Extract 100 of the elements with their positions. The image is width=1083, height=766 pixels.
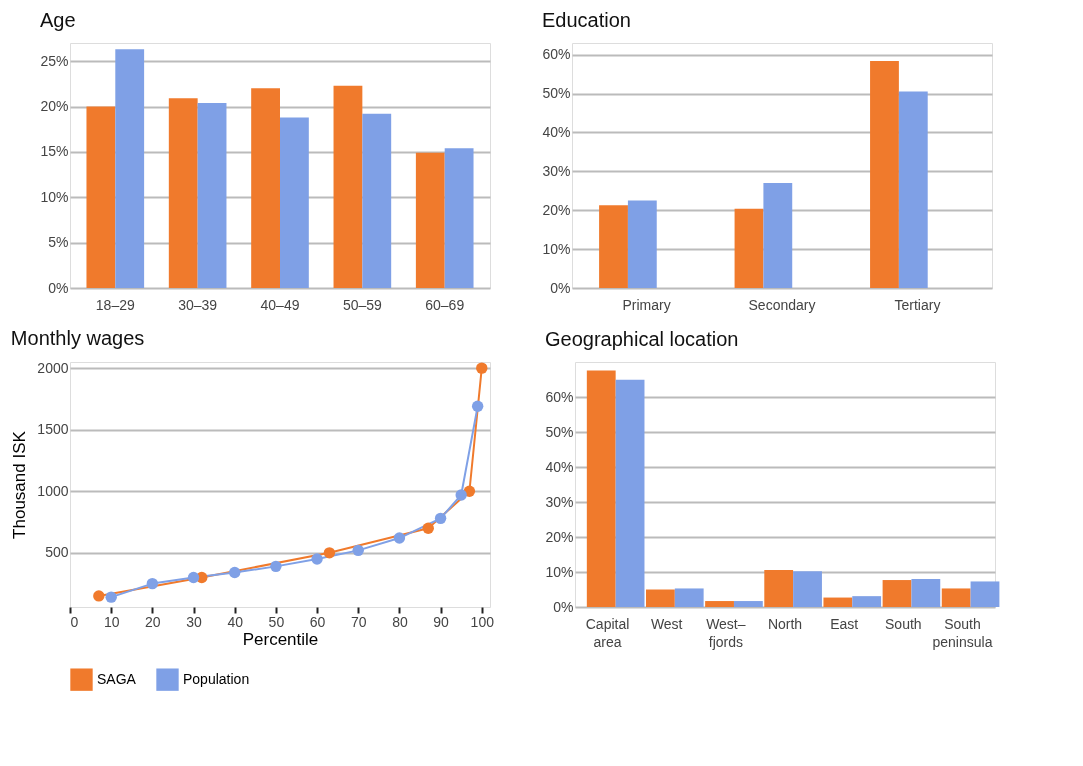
bar — [733, 601, 763, 607]
bar — [882, 580, 912, 607]
bar — [674, 588, 704, 607]
x-tick-label: 50 — [268, 613, 285, 630]
chart-title: Geographical location — [544, 328, 739, 350]
y-tick-label: 30% — [542, 162, 571, 179]
y-tick-label: 40% — [545, 458, 574, 475]
legend-label: SAGA — [97, 670, 137, 687]
y-tick-label: 10% — [545, 563, 574, 580]
y-tick-label: 50% — [545, 423, 574, 440]
bar — [764, 569, 794, 607]
x-tick-label: 60 — [309, 613, 326, 630]
x-tick-label: 20 — [145, 613, 161, 630]
y-tick-label: 0% — [553, 598, 574, 615]
x-tick-label: Tertiary — [894, 296, 941, 313]
bar — [599, 205, 628, 288]
point — [393, 532, 406, 544]
bar — [734, 208, 764, 288]
x-tick-label: 30 — [186, 613, 203, 630]
bar — [86, 106, 116, 288]
y-tick-label: 10% — [40, 188, 69, 205]
bar — [415, 152, 445, 288]
point — [471, 400, 484, 413]
x-tick-label: 70 — [350, 613, 367, 630]
bar — [870, 60, 899, 288]
point — [422, 522, 434, 534]
point — [476, 362, 488, 374]
bar — [911, 579, 941, 607]
bar — [793, 571, 822, 607]
point — [323, 547, 336, 559]
point — [93, 590, 105, 602]
point — [146, 577, 159, 590]
chart-title: Education — [541, 9, 631, 31]
y-tick-label: 50% — [542, 85, 571, 102]
y-tick-label: 20% — [545, 528, 574, 545]
bar — [898, 91, 928, 288]
legend-label: Population — [183, 670, 250, 687]
y-tick-label: 10% — [542, 240, 571, 257]
y-tick-label: 20% — [40, 98, 69, 115]
x-tick-label: Primary — [622, 296, 671, 313]
x-tick-label: South peninsula — [932, 615, 993, 650]
x-tick-label: 90 — [433, 613, 450, 630]
x-tick-label: North — [767, 615, 803, 632]
x-tick-label: East — [830, 615, 859, 632]
bar — [615, 379, 645, 607]
x-tick-label: West–fjords — [706, 615, 746, 650]
x-tick-label: South — [885, 615, 922, 632]
x-tick-label: 50–59 — [342, 296, 383, 313]
y-tick-label: 15% — [40, 143, 69, 160]
y-tick-label: 500 — [45, 544, 69, 561]
point — [352, 544, 364, 557]
y-tick-label: 30% — [545, 493, 574, 510]
y-tick-label: 60% — [542, 46, 571, 63]
point — [270, 560, 282, 573]
bar — [280, 117, 309, 288]
bar — [586, 370, 616, 607]
point — [229, 566, 241, 579]
point — [105, 591, 117, 603]
x-axis-title: Percentile — [242, 629, 319, 649]
x-tick-label: 60–69 — [425, 296, 465, 313]
y-axis-title: Thousand ISK — [10, 430, 30, 539]
bar — [197, 102, 227, 288]
y-tick-label: 60% — [545, 388, 574, 405]
bar — [852, 596, 882, 607]
bar — [333, 85, 363, 288]
y-tick-label: 1500 — [37, 421, 69, 438]
bar — [168, 98, 198, 288]
x-tick-label: 0 — [70, 613, 79, 630]
y-tick-label: 20% — [542, 201, 571, 218]
point — [455, 489, 467, 501]
chart-title: Age — [39, 9, 76, 31]
bar — [645, 589, 675, 607]
x-tick-label: 80 — [392, 613, 408, 630]
y-tick-label: 5% — [48, 234, 69, 251]
x-tick-label: 40 — [227, 613, 244, 630]
point — [187, 571, 200, 584]
x-tick-label: Secondary — [748, 296, 816, 313]
bar — [115, 49, 145, 288]
chart-title: Monthly wages — [10, 327, 145, 350]
x-tick-label: 30–39 — [178, 296, 218, 313]
y-tick-label: 2000 — [37, 359, 69, 376]
x-tick-label: 18–29 — [95, 296, 135, 313]
point — [311, 553, 323, 565]
y-tick-label: 0% — [48, 279, 69, 296]
x-tick-label: West — [650, 615, 683, 632]
bar — [941, 588, 971, 607]
bar — [823, 597, 853, 607]
y-tick-label: 25% — [40, 52, 69, 69]
x-tick-label: 100 — [470, 613, 495, 630]
bar — [362, 113, 392, 288]
x-tick-label: 10 — [103, 613, 120, 630]
y-tick-label: 0% — [550, 279, 571, 296]
point — [434, 512, 447, 525]
y-tick-label: 1000 — [37, 482, 69, 499]
bar — [970, 581, 1000, 607]
y-tick-label: 40% — [542, 123, 571, 140]
bar — [444, 148, 474, 288]
bar — [627, 200, 657, 288]
bar — [251, 88, 280, 288]
x-tick-label: 40–49 — [260, 296, 300, 313]
